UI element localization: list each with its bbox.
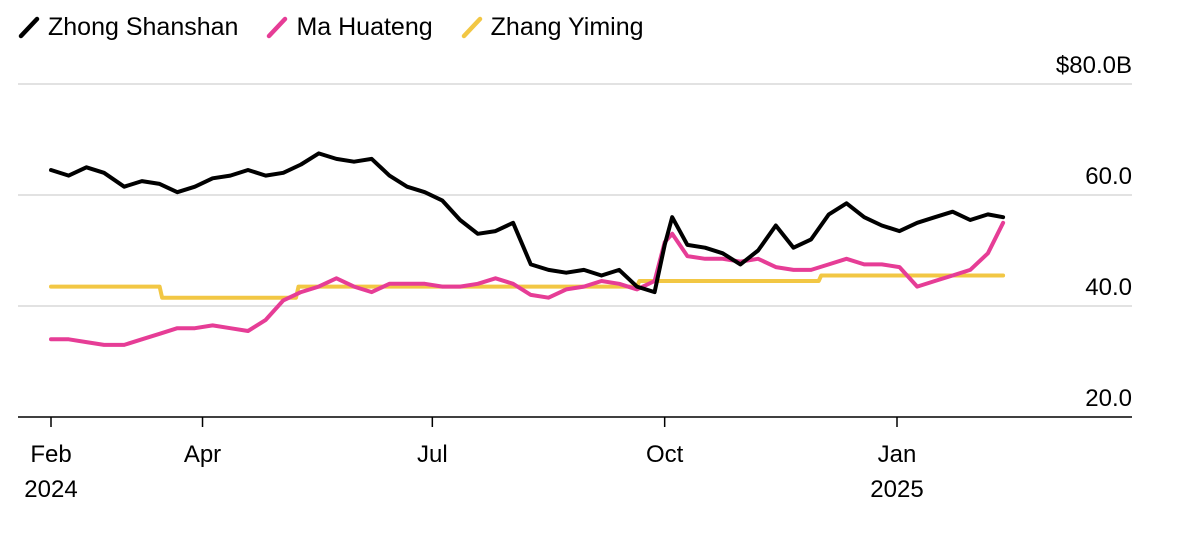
x-tick-label: Apr (184, 441, 221, 468)
x-tick-label: Feb (30, 441, 71, 468)
y-tick-label: 60.0 (1085, 163, 1132, 190)
y-tick-label: 40.0 (1085, 274, 1132, 301)
legend-item-zhang-yiming: Zhang Yiming (461, 10, 644, 44)
legend-swatch-ma-huateng (267, 16, 288, 39)
legend-label-zhang-yiming: Zhang Yiming (490, 13, 644, 41)
legend-label-ma-huateng: Ma Huateng (296, 13, 433, 41)
legend-swatch-line (18, 16, 40, 39)
legend-item-zhong-shanshan: Zhong Shanshan (18, 10, 238, 44)
x-tick-year-label: 2024 (24, 476, 77, 503)
y-tick-labels: $80.0B 60.0 40.0 20.0 (1056, 52, 1132, 412)
legend-item-ma-huateng: Ma Huateng (266, 10, 433, 44)
x-tick-label: Jan (878, 441, 917, 468)
x-tick-label: Jul (417, 441, 448, 468)
legend-label-zhong-shanshan: Zhong Shanshan (48, 13, 239, 41)
x-axis: Feb 2024 Apr Jul Oct Jan 2025 (24, 417, 924, 503)
y-tick-label: 20.0 (1085, 385, 1132, 412)
legend: Zhong Shanshan Ma Huateng Zhang Yiming (18, 10, 644, 44)
series-layer (49, 151, 1006, 347)
x-tick-year-label: 2025 (870, 476, 923, 503)
legend-swatch-zhong-shanshan (18, 16, 40, 39)
y-tick-label: $80.0B (1056, 52, 1132, 79)
legend-swatch-zhang-yiming (461, 16, 482, 39)
series-line-zhong-shanshan (49, 151, 1006, 295)
legend-swatch-line (267, 16, 288, 39)
series-line-ma-huateng (49, 220, 1006, 347)
grid-layer (18, 83, 1132, 418)
x-tick-label: Oct (646, 441, 684, 468)
legend-swatch-line (461, 16, 482, 39)
